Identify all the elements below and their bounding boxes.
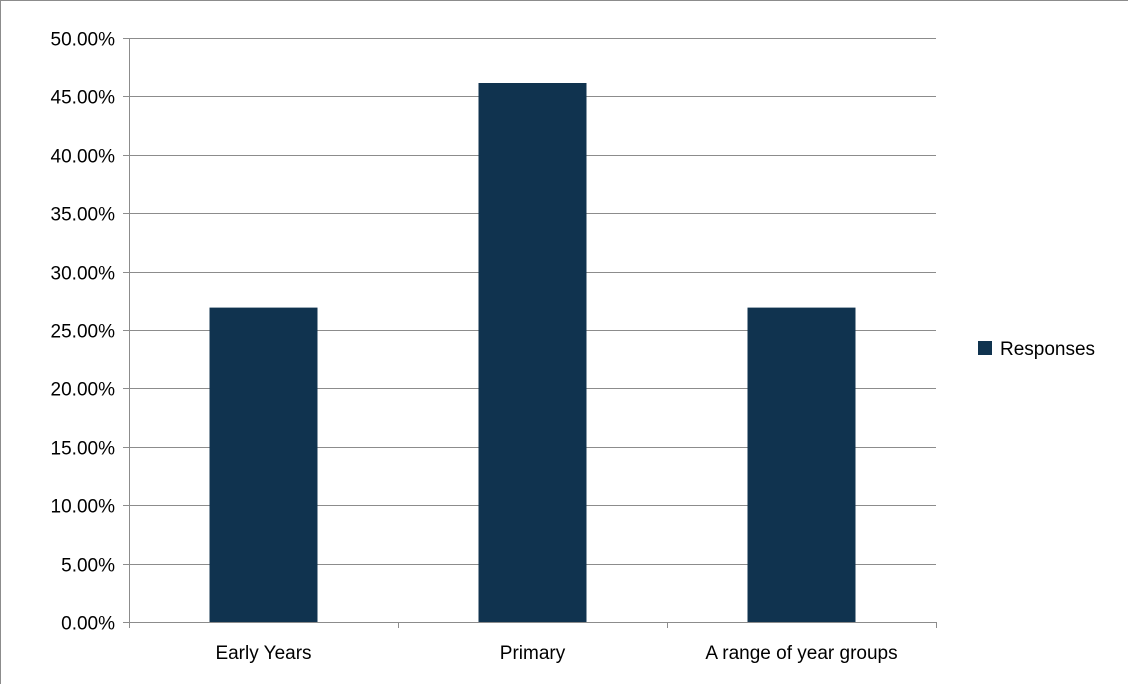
x-tick-label: Primary xyxy=(500,643,566,664)
bar-a-range-of-year-groups xyxy=(747,307,856,622)
y-tick-label: 45.00% xyxy=(51,88,116,109)
y-tick-label: 50.00% xyxy=(51,30,116,51)
x-tick-labels: Early Years Primary A range of year groups xyxy=(215,643,897,664)
x-tick-label: Early Years xyxy=(215,643,311,664)
y-tick-label: 25.00% xyxy=(51,322,116,343)
legend: Responses xyxy=(978,339,1095,360)
y-tick-label: 0.00% xyxy=(61,614,115,635)
bar-primary xyxy=(478,83,587,622)
y-tick-label: 15.00% xyxy=(51,439,116,460)
bar-early-years xyxy=(209,307,318,622)
x-tick-label: A range of year groups xyxy=(705,643,897,664)
y-tick-label: 5.00% xyxy=(61,556,115,577)
y-tick-label: 35.00% xyxy=(51,205,116,226)
y-tick-label: 20.00% xyxy=(51,380,116,401)
axes xyxy=(123,38,937,628)
y-tick-labels: 0.00% 5.00% 10.00% 15.00% 20.00% 25.00% 30.00%… xyxy=(51,30,116,635)
y-tick-label: 40.00% xyxy=(51,147,116,168)
y-tick-label: 10.00% xyxy=(51,497,116,518)
bars xyxy=(209,83,856,622)
legend-label-responses: Responses xyxy=(1000,339,1095,360)
y-tick-label: 30.00% xyxy=(51,264,116,285)
legend-swatch-responses xyxy=(978,341,992,355)
